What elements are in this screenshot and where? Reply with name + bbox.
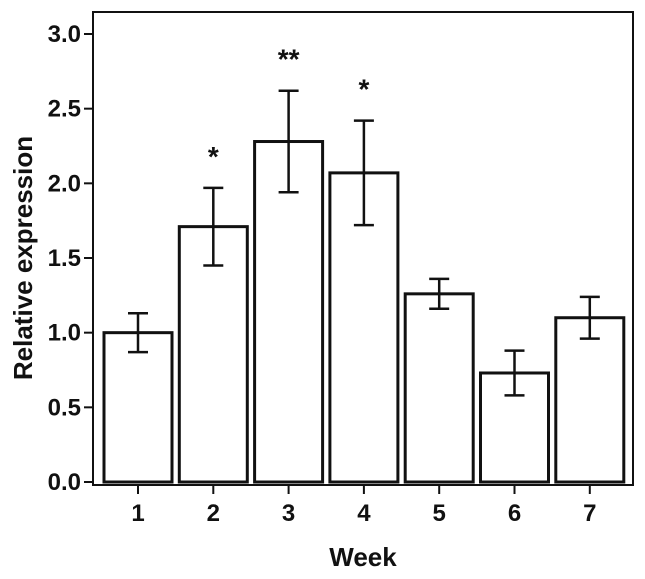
y-tick-label: 3.0 [48,21,81,48]
x-tick-label: 5 [433,500,446,527]
bar-week-5 [403,292,475,484]
x-axis: 1 2 3 4 5 6 7 [131,485,596,527]
error-bars [128,89,600,397]
x-tick-label: 6 [508,500,521,527]
significance-marker: * [208,141,219,172]
bar-week-1 [102,331,174,484]
y-axis-title: Relative expression [8,136,38,380]
x-tick-label: 3 [282,500,295,527]
y-tick-label: 0.0 [48,469,81,496]
y-tick-label: 1.5 [48,245,81,272]
x-axis-title: Week [329,542,397,572]
y-tick-label: 2.0 [48,170,81,197]
y-tick-label: 2.5 [48,96,81,123]
y-tick-label: 1.0 [48,320,81,347]
bar-week-7 [554,316,626,484]
bar-series [102,140,626,484]
significance-marker: * [358,74,369,105]
significance-marker: ** [278,44,300,75]
y-tick-label: 0.5 [48,394,81,421]
x-tick-label: 1 [131,500,144,527]
y-axis: 0.0 0.5 1.0 1.5 2.0 2.5 3.0 [48,21,93,496]
significance-markers: **** [208,44,370,172]
x-tick-label: 4 [357,500,371,527]
x-tick-label: 7 [583,500,596,527]
x-tick-label: 2 [207,500,220,527]
bar-week-3 [253,140,325,484]
bar-week-2 [177,225,249,484]
